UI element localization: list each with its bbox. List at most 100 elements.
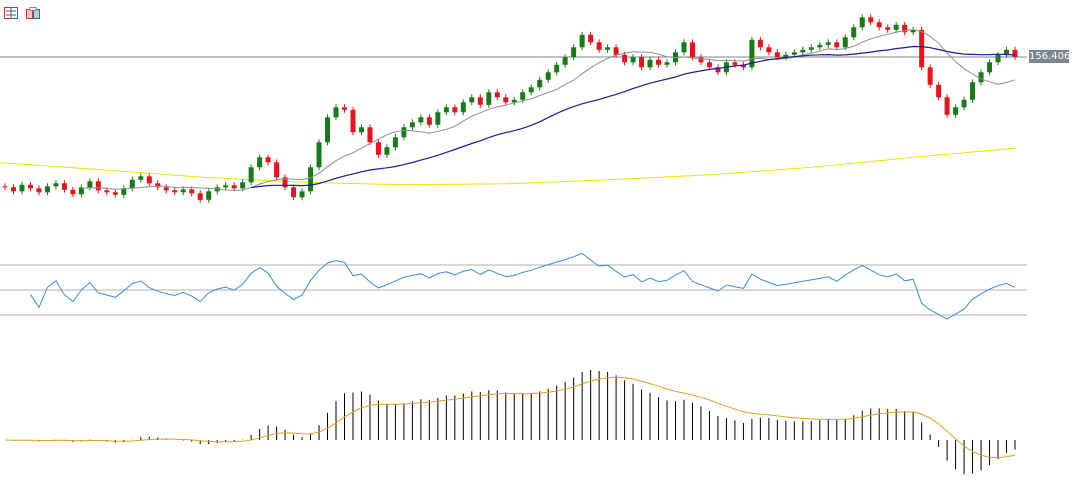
candle-body [936, 84, 942, 98]
candle-body [172, 190, 178, 193]
candle-body [825, 42, 831, 45]
candle-body [715, 67, 721, 73]
candle-body [596, 42, 602, 50]
candle-body [138, 176, 144, 180]
candle-body [409, 122, 415, 128]
candle-body [885, 27, 891, 30]
candle-body [791, 52, 797, 55]
candle-body [53, 183, 59, 187]
candle-body [706, 62, 712, 68]
candle-body [486, 92, 492, 105]
candle-body [876, 22, 882, 28]
candle-body [316, 142, 322, 168]
candle-body [919, 29, 925, 68]
candle-body [121, 188, 127, 195]
candle-body [401, 127, 407, 138]
candle-body [155, 183, 161, 188]
candle-body [639, 57, 645, 68]
candle-body [333, 107, 339, 118]
candle-body [520, 92, 526, 100]
sma-slow-line [251, 45, 1016, 189]
candle-body [961, 99, 967, 108]
candle-body [656, 59, 662, 65]
candle-body [545, 72, 551, 80]
candle-body [291, 187, 297, 198]
candle-body [800, 49, 806, 53]
candle-body [817, 44, 823, 48]
candle-body [689, 42, 695, 58]
candle-body [757, 39, 763, 48]
candle-body [197, 193, 203, 200]
candle-body [605, 47, 611, 50]
candle-body [554, 64, 560, 73]
candle-body [681, 42, 687, 53]
candle-body [537, 79, 543, 88]
candle-body [392, 137, 398, 148]
candle-body [571, 47, 577, 58]
candle-body [469, 97, 475, 103]
list-icon[interactable] [4, 4, 18, 19]
candle-body [987, 62, 993, 73]
candle-body [808, 47, 814, 50]
candle-body [647, 59, 653, 68]
candle-body [299, 191, 305, 198]
candle-body [740, 64, 746, 68]
candle-body [893, 24, 899, 30]
candle-body [375, 142, 381, 155]
candle-body [384, 147, 390, 155]
candle-body [511, 99, 517, 103]
candle-body [749, 39, 755, 68]
candle-body [240, 182, 246, 189]
candle-body [282, 177, 288, 188]
candle-body [834, 42, 840, 48]
candle-body [868, 17, 874, 23]
template-icon[interactable] [26, 4, 40, 19]
candle-body [732, 62, 738, 65]
sma-fast-line [81, 29, 1016, 192]
candle-body [452, 107, 458, 113]
candle-body [87, 181, 93, 188]
candle-body [528, 87, 534, 93]
candle-body [206, 191, 212, 200]
candle-body [231, 185, 237, 189]
candle-body [562, 57, 568, 65]
candle-body [36, 188, 42, 193]
candle-body [953, 107, 959, 115]
candle-body [910, 29, 916, 33]
candle-body [664, 62, 670, 65]
candle-body [341, 107, 347, 110]
candle-body [265, 157, 271, 163]
sma-long-line [0, 147, 1016, 186]
candle-body [358, 127, 364, 133]
candle-body [460, 102, 466, 113]
candle-body [494, 92, 500, 98]
candle-body [766, 47, 772, 53]
candle-body [257, 157, 263, 168]
candle-body [19, 184, 25, 192]
candle-body [774, 52, 780, 58]
candle-body [129, 179, 135, 189]
candle-body [180, 189, 186, 193]
candle-body [163, 187, 169, 191]
candle-body [851, 27, 857, 38]
candle-body [10, 187, 16, 192]
candle-body [146, 176, 152, 184]
candle-body [970, 82, 976, 100]
candle-body [902, 24, 908, 33]
candle-body [44, 186, 50, 193]
rsi-line [30, 252, 1016, 320]
candle-body [944, 97, 950, 115]
candle-body [78, 187, 84, 195]
candle-body [95, 181, 101, 191]
candle-body [70, 189, 76, 195]
candle-body [443, 107, 449, 113]
macd-signal-line [4, 376, 1016, 459]
candle-body [350, 109, 356, 133]
candle-body [61, 183, 67, 190]
candle-body [842, 37, 848, 48]
candle-body [995, 54, 1001, 63]
current-price-label: 156.406 [1029, 50, 1071, 63]
candle-body [27, 184, 33, 189]
